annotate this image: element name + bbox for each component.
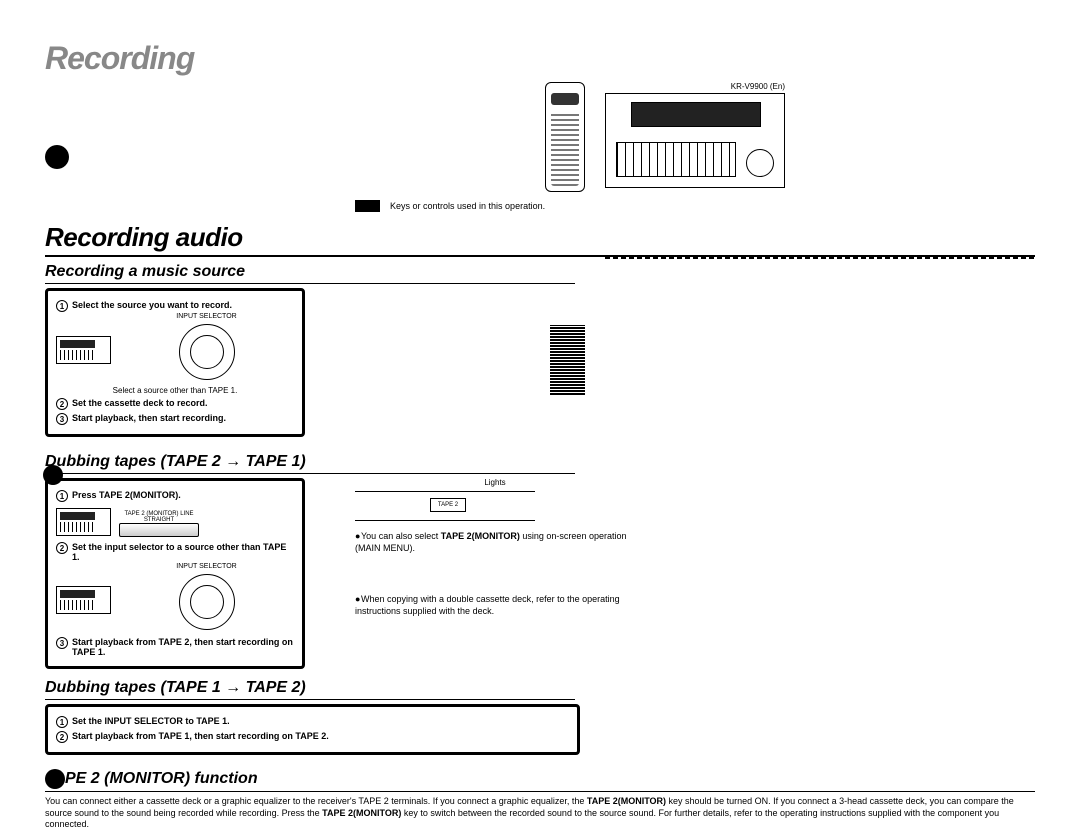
- keys-swatch: [355, 200, 380, 212]
- sec4-title: PE 2 (MONITOR) function: [65, 770, 258, 788]
- selector-knob-icon: [179, 324, 235, 380]
- page-header: Recording: [45, 40, 1035, 77]
- sec3-step1: 1Set the INPUT SELECTOR to TAPE 1.: [56, 716, 569, 728]
- sec2-row: 1Press TAPE 2(MONITOR). TAPE 2 (MONITOR)…: [45, 478, 1035, 669]
- sec3-box: 1Set the INPUT SELECTOR to TAPE 1. 2Star…: [45, 704, 580, 755]
- marker-dot-3: [45, 769, 65, 789]
- sec3-step2-text: Start playback from TAPE 1, then start r…: [72, 731, 329, 743]
- sec2-note2: ●When copying with a double cassette dec…: [355, 594, 635, 617]
- model-label: KR-V9900 (En): [605, 82, 785, 91]
- sec2-step1-text: Press TAPE 2(MONITOR).: [72, 490, 181, 502]
- section-title: Recording audio: [45, 222, 1035, 257]
- sec2-title: Dubbing tapes (TAPE 2 → TAPE 1): [45, 453, 575, 474]
- sec1-caption: Select a source other than TAPE 1.: [56, 386, 294, 395]
- sec4-title-row: PE 2 (MONITOR) function: [45, 769, 1035, 792]
- sec4-body: You can connect either a cassette deck o…: [45, 796, 1035, 831]
- tape-indicator: TAPE 2: [355, 491, 535, 521]
- sec1-step3-text: Start playback, then start recording.: [72, 413, 226, 425]
- marker-dot: [45, 145, 69, 169]
- tape-indicator-box: TAPE 2: [430, 498, 466, 512]
- sec2-step2: 2Set the input selector to a source othe…: [56, 542, 294, 562]
- sec1-step2: 2Set the cassette deck to record.: [56, 398, 294, 410]
- sec1-row: 1Select the source you want to record. I…: [45, 288, 1035, 437]
- sec1-step1: 1Select the source you want to record.: [56, 300, 294, 312]
- sec1-step2-text: Set the cassette deck to record.: [72, 398, 208, 410]
- sec3-step1-text: Set the INPUT SELECTOR to TAPE 1.: [72, 716, 230, 728]
- sec2-step3: 3Start playback from TAPE 2, then start …: [56, 637, 294, 657]
- remote-illustration: [545, 82, 585, 192]
- tape-button-illustration: TAPE 2 (MONITOR) LINE STRAIGHT: [119, 511, 199, 533]
- sec2-box: 1Press TAPE 2(MONITOR). TAPE 2 (MONITOR)…: [45, 478, 305, 669]
- sec2-side-column: Lights TAPE 2 ●You can also select TAPE …: [355, 478, 635, 624]
- sec1-step1-text: Select the source you want to record.: [72, 300, 232, 312]
- mini-receiver-icon-3: [56, 586, 111, 614]
- receiver-illustration: [605, 93, 785, 188]
- tape-button-label: TAPE 2 (MONITOR) LINE STRAIGHT: [119, 511, 199, 523]
- sec1-title: Recording a music source: [45, 263, 575, 284]
- sec2-step2-text: Set the input selector to a source other…: [72, 542, 294, 562]
- device-illustration-row: KR-V9900 (En): [295, 82, 1035, 192]
- selector-label: INPUT SELECTOR: [119, 313, 294, 320]
- sec1-step3: 3Start playback, then start recording.: [56, 413, 294, 425]
- sec3-title: Dubbing tapes (TAPE 1 → TAPE 2): [45, 679, 575, 700]
- selector-knob-icon-2: [179, 574, 235, 630]
- sec2-step3-text: Start playback from TAPE 2, then start r…: [72, 637, 294, 657]
- sec2-note1: ●You can also select TAPE 2(MONITOR) usi…: [355, 531, 635, 554]
- lights-label: Lights: [355, 478, 635, 487]
- keys-caption: Keys or controls used in this operation.: [390, 201, 545, 211]
- barcode-graphic: [550, 325, 585, 395]
- sec1-box: 1Select the source you want to record. I…: [45, 288, 305, 437]
- receiver-illustration-box: KR-V9900 (En): [605, 82, 785, 188]
- marker-dot-2: [43, 465, 63, 485]
- mini-receiver-icon-2: [56, 508, 111, 536]
- mini-receiver-icon: [56, 336, 111, 364]
- sec2-step1: 1Press TAPE 2(MONITOR).: [56, 490, 294, 502]
- sec3-step2: 2Start playback from TAPE 1, then start …: [56, 731, 569, 743]
- selector-label-2: INPUT SELECTOR: [119, 563, 294, 570]
- keys-caption-row: Keys or controls used in this operation.: [355, 200, 1035, 212]
